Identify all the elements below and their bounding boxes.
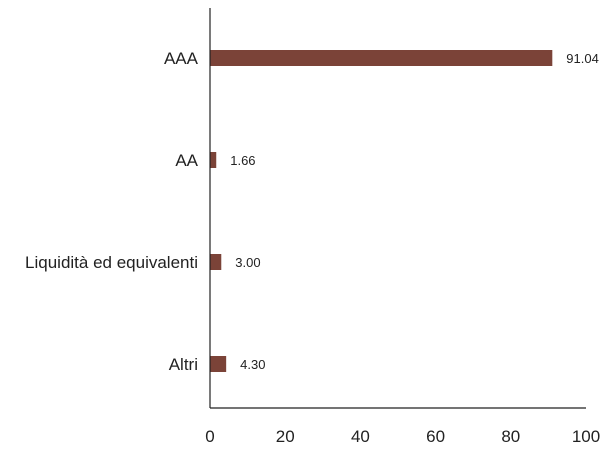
x-tick-label-0: 0 [205,427,214,446]
category-label-1: AA [175,151,198,170]
bar-3 [210,356,227,372]
x-tick-label-3: 60 [426,427,445,446]
bar-2 [210,254,222,270]
x-tick-label-2: 40 [351,427,370,446]
labels-layer: AAA 91.04 AA 1.66 Liquidità ed equivalenti 3.… [25,49,599,374]
axes-layer: 0 20 40 60 80 100 [205,8,600,446]
bar-1 [210,152,217,168]
x-tick-label-1: 20 [276,427,295,446]
bars-layer [210,50,553,372]
value-label-1: 1.66 [230,153,255,168]
x-tick-label-4: 80 [501,427,520,446]
value-label-2: 3.00 [235,255,260,270]
category-label-3: Altri [169,355,198,374]
value-label-3: 4.30 [240,357,265,372]
category-label-0: AAA [164,49,199,68]
category-label-2: Liquidità ed equivalenti [25,253,198,272]
x-tick-label-5: 100 [572,427,600,446]
bar-0 [210,50,553,66]
value-label-0: 91.04 [566,51,599,66]
